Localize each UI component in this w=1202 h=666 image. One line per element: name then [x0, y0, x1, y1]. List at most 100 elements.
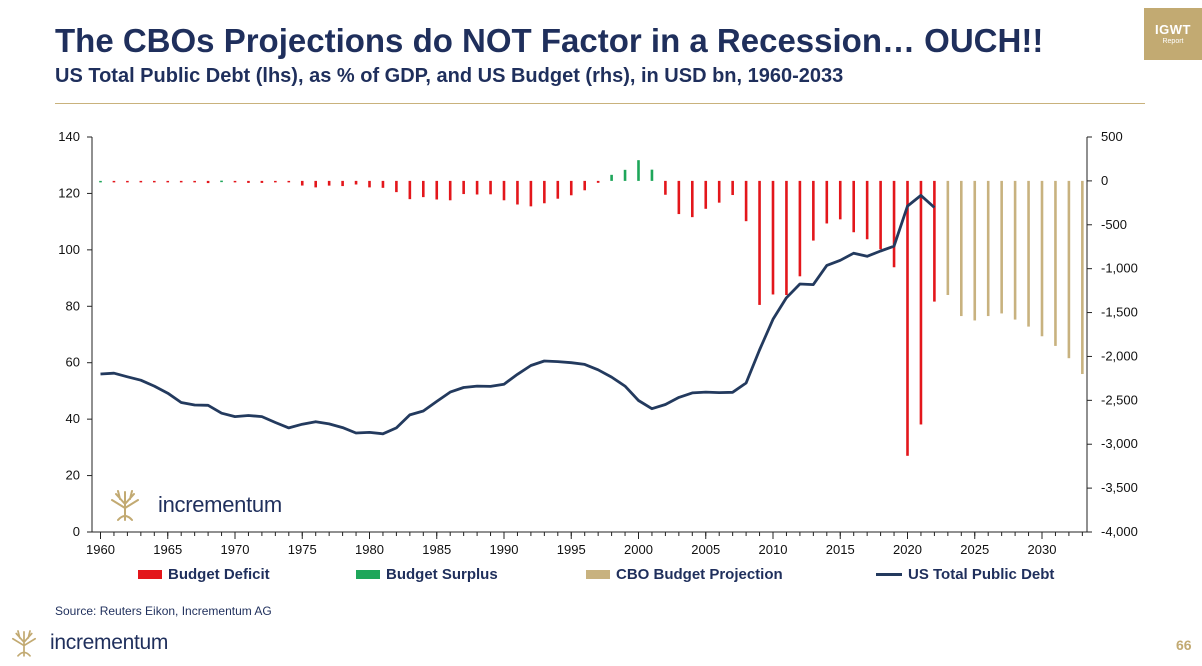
budget-deficit-bar [368, 180, 371, 188]
budget-deficit-bar [569, 180, 573, 196]
budget-deficit-bar [327, 180, 331, 186]
header-divider [55, 103, 1145, 104]
right-tick-label: -1,500 [1101, 305, 1138, 320]
x-tick-label: 2010 [759, 542, 788, 557]
budget-deficit-bar [179, 180, 183, 183]
budget-deficit-bar [489, 180, 492, 195]
left-tick-label: 140 [58, 129, 80, 144]
right-tick-label: 500 [1101, 129, 1123, 144]
budget-deficit-bar [691, 180, 694, 218]
budget-deficit-bar [381, 180, 385, 188]
igwt-report-badge: IGWT Report [1144, 8, 1202, 60]
legend-projection-swatch [586, 570, 610, 579]
cbo-projection-bar [986, 180, 990, 317]
right-tick-label: -1,000 [1101, 261, 1138, 276]
budget-surplus-bar [637, 160, 640, 181]
legend-surplus-label: Budget Surplus [386, 566, 498, 583]
budget-surplus-bar [220, 180, 223, 183]
legend-deficit-swatch [138, 570, 162, 579]
budget-deficit-bar [798, 180, 802, 277]
legend-budget-surplus: Budget Surplus [356, 566, 498, 583]
left-tick-label: 100 [58, 242, 80, 257]
legend-cbo-projection: CBO Budget Projection [586, 566, 783, 583]
budget-deficit-bar [596, 180, 600, 183]
budget-surplus-bar [99, 180, 102, 183]
budget-deficit-bar [126, 180, 129, 183]
legend-budget-deficit: Budget Deficit [138, 566, 270, 583]
cbo-projection-bar [1081, 180, 1084, 374]
budget-deficit-bar [731, 180, 734, 196]
budget-deficit-bar [475, 180, 479, 195]
budget-deficit-bar [247, 180, 250, 183]
budget-deficit-bar [543, 180, 546, 204]
budget-deficit-bar [462, 180, 465, 195]
source-note: Source: Reuters Eikon, Incrementum AG [55, 604, 272, 618]
budget-deficit-bar [744, 180, 748, 222]
x-tick-label: 1970 [221, 542, 250, 557]
right-tick-label: -3,500 [1101, 480, 1138, 495]
right-tick-label: -4,000 [1101, 524, 1138, 539]
right-tick-label: -2,000 [1101, 348, 1138, 363]
budget-deficit-bar [139, 180, 143, 183]
budget-deficit-bar [408, 180, 412, 200]
budget-deficit-bar [516, 180, 519, 205]
x-tick-label: 1960 [86, 542, 115, 557]
public-debt-line [100, 194, 936, 436]
x-tick-label: 1965 [153, 542, 182, 557]
budget-deficit-bar [879, 180, 882, 250]
budget-deficit-bar [556, 180, 560, 199]
budget-surplus-bar [610, 174, 613, 181]
cbo-projection-bar [1067, 180, 1071, 359]
budget-deficit-bar [502, 180, 506, 201]
cbo-projection-bar [960, 180, 963, 317]
left-tick-label: 40 [66, 411, 80, 426]
right-tick-label: -2,500 [1101, 392, 1138, 407]
chart-legend: Budget Deficit Budget Surplus CBO Budget… [0, 566, 1202, 588]
debt-and-budget-chart: 0 20 40 60 80 100 120 140 500 0 -500 -1,000 -1,500 -2… [58, 129, 1138, 557]
page-number: 66 [1176, 637, 1192, 653]
cbo-projection-bar [1000, 180, 1003, 314]
budget-deficit-bar [193, 180, 196, 183]
chart-watermark-logo: incrementum [104, 488, 282, 522]
page-title: The CBOs Projections do NOT Factor in a … [55, 22, 1044, 59]
budget-surplus-bar [650, 169, 654, 181]
budget-deficit-bar [825, 180, 829, 224]
budget-deficit-bar [717, 180, 721, 203]
budget-deficit-bar [785, 180, 788, 295]
x-tick-label: 2030 [1028, 542, 1057, 557]
budget-deficit-bar [758, 180, 761, 305]
badge-line2: Report [1162, 38, 1184, 45]
x-tick-label: 1990 [490, 542, 519, 557]
x-tick-label: 2005 [691, 542, 720, 557]
chart-subtitle: US Total Public Debt (lhs), as % of GDP,… [55, 65, 844, 87]
left-tick-label: 80 [66, 298, 80, 313]
left-tick-label: 20 [66, 468, 80, 483]
budget-deficit-bar [583, 180, 586, 191]
cbo-projection-bar [1054, 180, 1057, 346]
legend-projection-label: CBO Budget Projection [616, 566, 783, 583]
budget-deficit-bar [812, 180, 815, 241]
left-tick-label: 120 [58, 185, 80, 200]
right-tick-label: -3,000 [1101, 436, 1138, 451]
cbo-projection-bar [1040, 180, 1044, 337]
cbo-projection-bar [1027, 180, 1030, 327]
cbo-projection-bar [973, 180, 977, 321]
budget-deficit-bar [771, 180, 775, 295]
budget-bars [99, 160, 1084, 456]
legend-public-debt: US Total Public Debt [876, 566, 1054, 583]
budget-deficit-bar [838, 180, 842, 220]
x-tick-label: 1980 [355, 542, 384, 557]
budget-deficit-bar [664, 180, 667, 195]
chart-logo-text: incrementum [158, 492, 282, 517]
budget-deficit-bar [422, 180, 425, 198]
x-tick-label: 2025 [960, 542, 989, 557]
cbo-projection-bar [1013, 180, 1017, 320]
budget-deficit-bar [300, 180, 304, 186]
budget-deficit-bar [677, 180, 681, 215]
legend-deficit-label: Budget Deficit [168, 566, 270, 583]
budget-deficit-bar [112, 180, 116, 183]
budget-deficit-bar [153, 180, 156, 183]
legend-debt-label: US Total Public Debt [908, 566, 1055, 583]
budget-deficit-bar [287, 180, 291, 183]
x-tick-label: 1985 [422, 542, 451, 557]
